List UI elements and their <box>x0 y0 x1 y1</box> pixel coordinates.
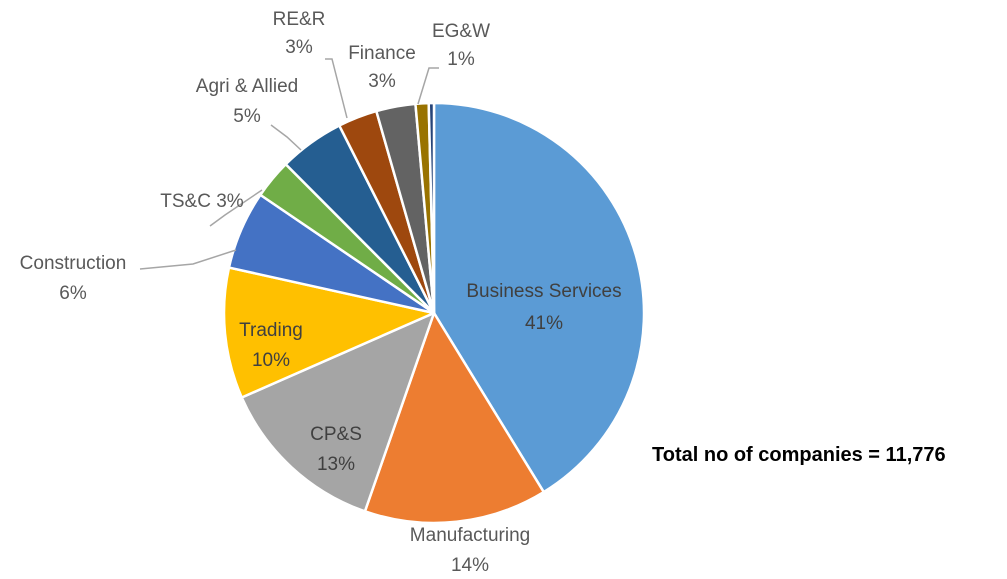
slice-label-egandw-percent: 1% <box>447 49 475 70</box>
slice-label-egandw-name: EG&W <box>432 21 490 42</box>
slice-label-manufacturing-name: Manufacturing <box>410 525 530 546</box>
leader-line-construction <box>139 249 237 270</box>
slice-label-trading-name: Trading <box>239 320 303 341</box>
slice-label-agri-and-allied-percent: 5% <box>233 106 261 127</box>
leader-line-agri-and-allied <box>270 124 302 151</box>
total-companies-annotation: Total no of companies = 11,776 <box>652 444 946 466</box>
slice-label-cpands-name: CP&S <box>310 424 362 445</box>
slice-label-trading-percent: 10% <box>252 350 290 371</box>
leader-line-reandr <box>325 58 348 119</box>
slice-label-construction-percent: 6% <box>59 283 87 304</box>
pie-slice-cpands <box>240 311 436 513</box>
pie-slice-trading <box>222 266 436 399</box>
pie-slice-other-10 <box>427 101 436 315</box>
slice-label-finance-percent: 3% <box>368 71 396 92</box>
slice-label-agri-and-allied-name: Agri & Allied <box>196 76 298 97</box>
pie-slice-business-services <box>432 101 646 494</box>
slice-label-cpands-percent: 13% <box>317 454 355 475</box>
slice-label-business-services-name: Business Services <box>466 281 621 302</box>
slice-label-finance-name: Finance <box>348 43 416 64</box>
slice-label-manufacturing-percent: 14% <box>451 555 489 576</box>
slice-label-tsandc: TS&C 3% <box>160 191 244 212</box>
pie-slices <box>222 101 646 525</box>
slice-label-construction-name: Construction <box>20 253 127 274</box>
leader-lines <box>139 58 439 270</box>
slice-label-reandr-name: RE&R <box>273 9 326 30</box>
leader-line-tsandc <box>209 189 263 227</box>
pie-slice-manufacturing <box>363 311 545 525</box>
slice-labels: Business Services 41% Manufacturing 14% CP&S… <box>20 9 622 576</box>
leader-line-egandw <box>417 67 439 105</box>
slice-label-reandr-percent: 3% <box>285 37 313 58</box>
slice-label-business-services-percent: 41% <box>525 313 563 334</box>
